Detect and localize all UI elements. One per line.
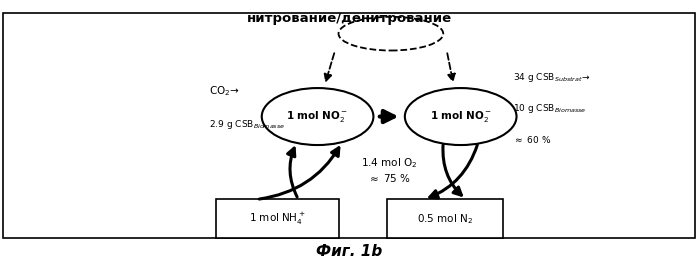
Text: 34 g CSB$_{Substrat}$→: 34 g CSB$_{Substrat}$→ (513, 71, 591, 84)
Text: 10 g CSB$_{Biomasse}$: 10 g CSB$_{Biomasse}$ (513, 102, 586, 115)
Ellipse shape (339, 17, 443, 51)
Text: 1 mol NO$_2^-$: 1 mol NO$_2^-$ (429, 109, 492, 124)
Text: 1 mol NH$_4^+$: 1 mol NH$_4^+$ (249, 211, 306, 227)
FancyBboxPatch shape (3, 13, 695, 238)
Text: нитрование/денитрование: нитрование/денитрование (246, 12, 452, 25)
Ellipse shape (405, 88, 517, 145)
Ellipse shape (262, 88, 373, 145)
Text: Фиг. 1b: Фиг. 1b (316, 244, 382, 259)
Text: $\approx$ 60 %: $\approx$ 60 % (513, 134, 551, 145)
Text: 1 mol NO$_2^-$: 1 mol NO$_2^-$ (286, 109, 349, 124)
Text: CO$_2$→: CO$_2$→ (209, 84, 240, 98)
Text: 1.4 mol O$_2$
$\approx$ 75 %: 1.4 mol O$_2$ $\approx$ 75 % (360, 157, 417, 184)
Text: 0.5 mol N$_2$: 0.5 mol N$_2$ (417, 212, 473, 226)
FancyBboxPatch shape (387, 199, 503, 238)
Text: 2.9 g CSB$_{Biomasse}$: 2.9 g CSB$_{Biomasse}$ (209, 118, 285, 131)
FancyBboxPatch shape (216, 199, 339, 238)
